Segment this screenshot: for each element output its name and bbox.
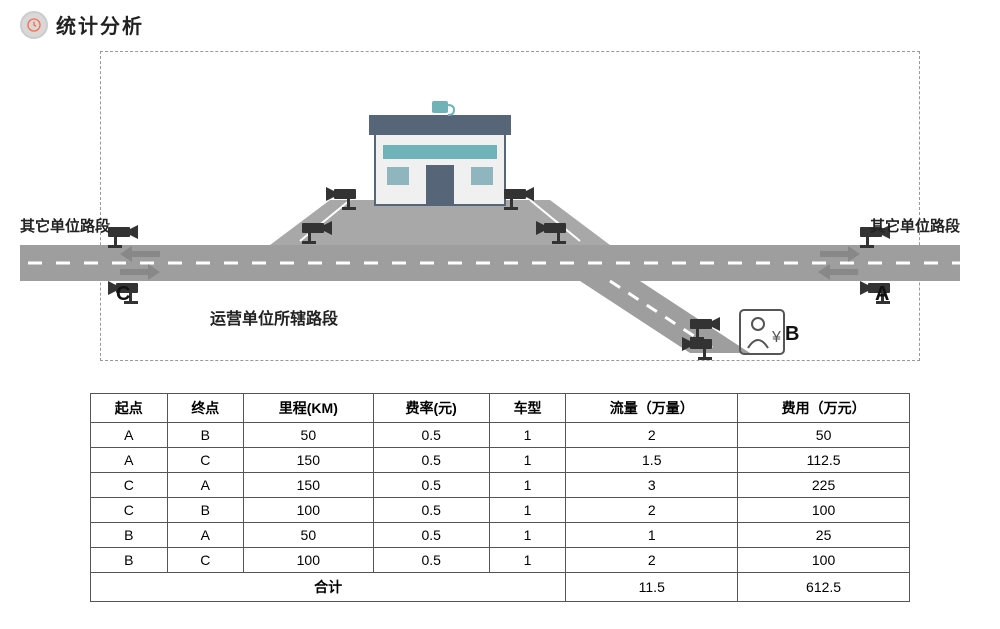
table-row: BA500.51125: [91, 523, 910, 548]
table-cell: 112.5: [738, 448, 910, 473]
analysis-icon: [20, 11, 48, 39]
table-cell: C: [91, 498, 168, 523]
right-other-label: 其它单位路段: [870, 215, 960, 236]
table-total-row: 合计11.5612.5: [91, 573, 910, 602]
table-cell: A: [167, 523, 244, 548]
table-header: 流量（万量）: [566, 394, 738, 423]
table-cell: B: [91, 523, 168, 548]
table-cell: 100: [738, 498, 910, 523]
table-cell: 100: [244, 498, 373, 523]
operator-zone-label: 运营单位所辖路段: [210, 305, 338, 329]
table-cell: 25: [738, 523, 910, 548]
table-header: 费率(元): [373, 394, 489, 423]
header-title: 统计分析: [56, 10, 144, 39]
road-svg: ¥: [20, 45, 960, 385]
table-cell: 50: [738, 423, 910, 448]
left-other-label: 其它单位路段: [20, 215, 110, 236]
table-cell: B: [91, 548, 168, 573]
table-cell: 1.5: [566, 448, 738, 473]
table-cell: 150: [244, 473, 373, 498]
table-cell: 0.5: [373, 423, 489, 448]
table-cell: 0.5: [373, 448, 489, 473]
table-cell: 0.5: [373, 523, 489, 548]
header: 统计分析: [20, 10, 980, 39]
table-row: BC1000.512100: [91, 548, 910, 573]
table-cell: 0.5: [373, 473, 489, 498]
total-label: 合计: [91, 573, 566, 602]
table-cell: 100: [244, 548, 373, 573]
table-header: 费用（万元）: [738, 394, 910, 423]
table-header: 车型: [489, 394, 566, 423]
table-cell: A: [91, 423, 168, 448]
table-cell: B: [167, 498, 244, 523]
table-cell: 2: [566, 548, 738, 573]
table-row: CA1500.513225: [91, 473, 910, 498]
table-cell: 50: [244, 523, 373, 548]
table-cell: 1: [489, 448, 566, 473]
road-diagram: ¥ 其它单位路段 其它单位路段 运营单位所辖路段 A B C: [20, 45, 960, 385]
table-cell: C: [167, 448, 244, 473]
table-cell: B: [167, 423, 244, 448]
table-cell: 0.5: [373, 498, 489, 523]
table-header: 起点: [91, 394, 168, 423]
total-flow: 11.5: [566, 573, 738, 602]
svg-text:¥: ¥: [771, 329, 781, 346]
table-cell: 1: [489, 548, 566, 573]
table-header: 终点: [167, 394, 244, 423]
table-cell: A: [91, 448, 168, 473]
table-cell: 1: [489, 473, 566, 498]
table-cell: A: [167, 473, 244, 498]
point-a-label: A: [875, 283, 889, 306]
data-table: 起点终点里程(KM)费率(元)车型流量（万量）费用（万元） AB500.5125…: [90, 393, 910, 602]
point-b-label: B: [785, 323, 799, 346]
table-cell: 150: [244, 448, 373, 473]
total-cost: 612.5: [738, 573, 910, 602]
table-cell: 1: [566, 523, 738, 548]
table-cell: 50: [244, 423, 373, 448]
table-row: AC1500.511.5112.5: [91, 448, 910, 473]
table-cell: 225: [738, 473, 910, 498]
table-cell: 1: [489, 523, 566, 548]
table-cell: 2: [566, 498, 738, 523]
table-cell: 0.5: [373, 548, 489, 573]
table-row: CB1000.512100: [91, 498, 910, 523]
table-cell: 2: [566, 423, 738, 448]
point-c-label: C: [116, 283, 130, 306]
table-cell: 1: [489, 498, 566, 523]
table-cell: C: [91, 473, 168, 498]
table-cell: 1: [489, 423, 566, 448]
table-cell: 100: [738, 548, 910, 573]
table-cell: 3: [566, 473, 738, 498]
table-header: 里程(KM): [244, 394, 373, 423]
table-cell: C: [167, 548, 244, 573]
table-row: AB500.51250: [91, 423, 910, 448]
